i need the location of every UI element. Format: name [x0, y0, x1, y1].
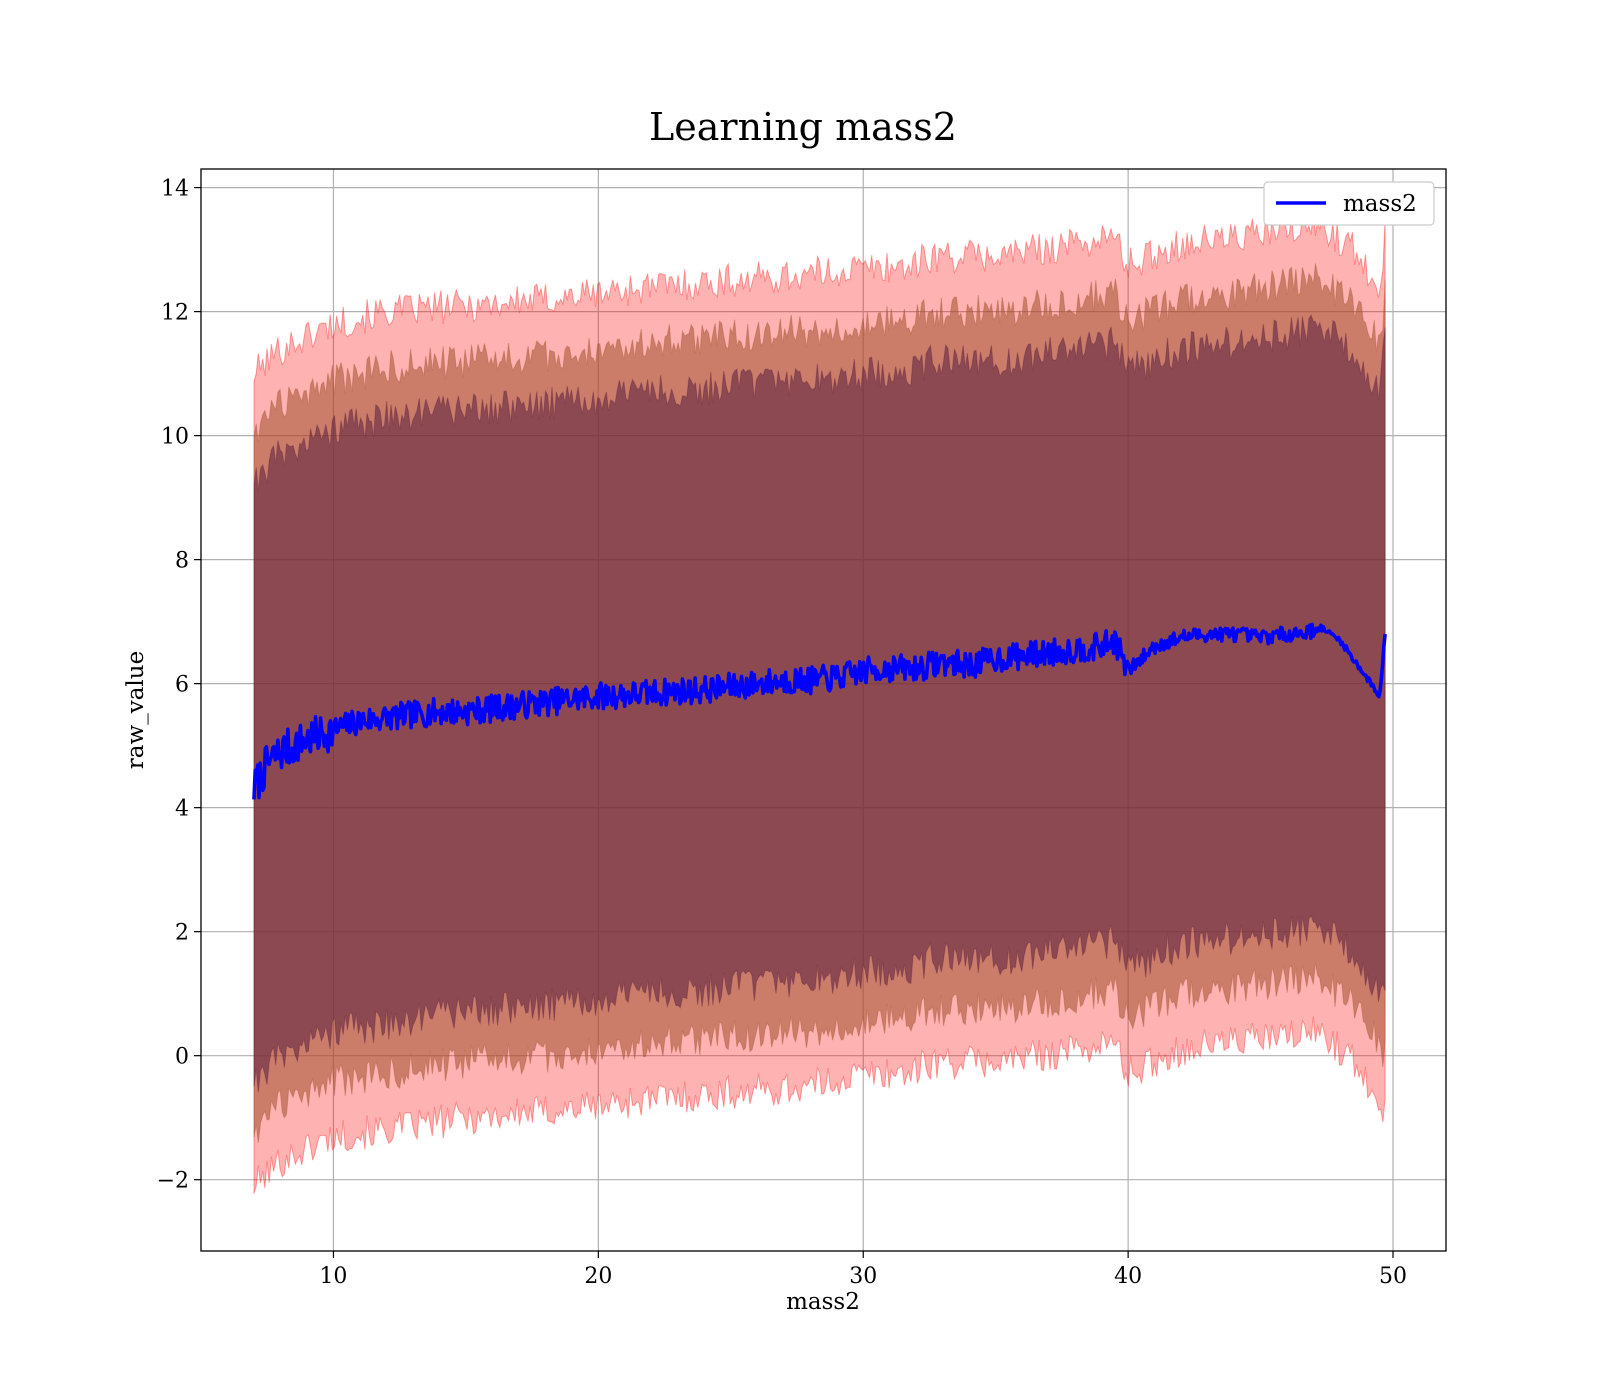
y-axis-label: raw_value — [123, 651, 149, 769]
confidence-bands — [253, 210, 1386, 1194]
legend-label-mass2: mass2 — [1343, 191, 1417, 217]
x-tick-label-20: 20 — [584, 1264, 612, 1289]
x-tick-label-40: 40 — [1114, 1264, 1142, 1289]
y-tick-label-7: 12 — [161, 301, 189, 326]
y-tick-label-2: 2 — [175, 921, 189, 946]
mean-line-layer — [252, 622, 1387, 800]
legend-box — [1263, 181, 1435, 226]
chart-title: Learning mass2 — [649, 105, 957, 149]
x-tick-label-10: 10 — [319, 1264, 347, 1289]
axis-ticks: 10 20 30 40 50 −2 0 2 4 6 8 10 12 14 — [157, 177, 1407, 1289]
y-tick-label-6: 10 — [161, 425, 189, 450]
y-tick-label-5: 8 — [175, 549, 189, 574]
y-tick-label-8: 14 — [161, 177, 189, 202]
y-tick-label-3: 4 — [175, 797, 189, 822]
x-axis-label: mass2 — [786, 1289, 860, 1315]
series-line-mass2 — [252, 622, 1387, 800]
legend: mass2 — [1263, 181, 1435, 226]
band-inner — [253, 314, 1386, 1093]
y-tick-label-1: 0 — [175, 1045, 189, 1070]
x-tick-label-30: 30 — [849, 1264, 877, 1289]
y-tick-label-0: −2 — [157, 1169, 189, 1194]
x-tick-label-50: 50 — [1379, 1264, 1407, 1289]
y-tick-label-4: 6 — [175, 673, 189, 698]
plot-frame — [200, 168, 1447, 1252]
